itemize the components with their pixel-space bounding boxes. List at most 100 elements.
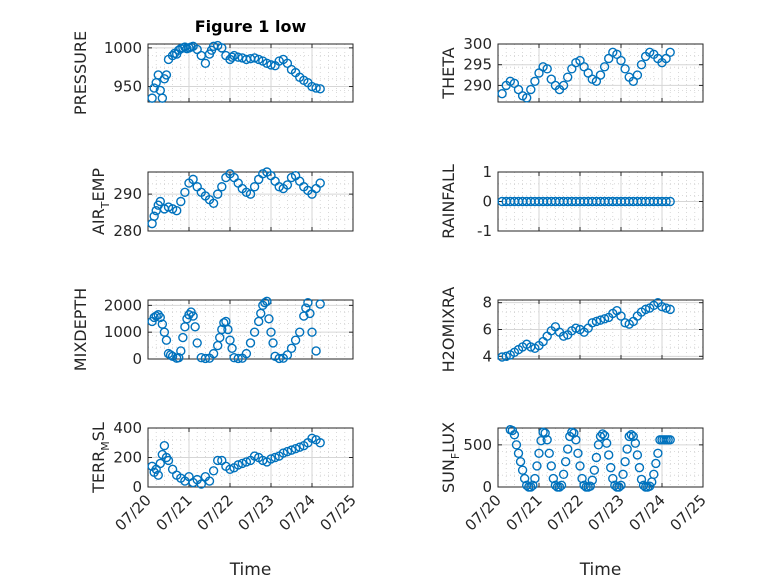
data-point <box>606 462 616 473</box>
data-point <box>587 475 597 485</box>
data-point <box>528 480 538 491</box>
data-point <box>560 457 571 467</box>
data-point <box>579 480 589 491</box>
data-point <box>599 314 610 324</box>
data-point <box>178 332 188 343</box>
data-point <box>268 338 278 348</box>
y-tick-label: 1 <box>482 163 492 181</box>
plot-area <box>148 300 353 359</box>
axes-frame <box>147 43 354 103</box>
data-point <box>589 465 600 475</box>
data-point <box>591 316 602 327</box>
data-point <box>249 182 260 192</box>
y-tick-label: 4 <box>482 347 492 365</box>
y-tick-label: 8 <box>482 294 492 312</box>
data-point <box>208 466 219 476</box>
data-point <box>638 480 649 491</box>
axes-rainfall: -1 0 1 RAINFALL <box>439 163 704 240</box>
data-point <box>595 315 606 325</box>
y-tick-label: 1000 <box>104 323 142 341</box>
data-point <box>176 196 186 207</box>
data-point <box>618 469 628 480</box>
data-point <box>249 327 260 337</box>
y-tick-label: 295 <box>463 56 492 74</box>
y-tick-label: 1000 <box>104 39 142 57</box>
data-point <box>223 324 233 335</box>
data-point <box>153 470 163 480</box>
data-point <box>540 428 550 438</box>
data-point <box>526 482 536 492</box>
data-point <box>616 55 626 66</box>
data-point <box>227 343 237 353</box>
data-point <box>661 303 671 313</box>
data-point <box>587 318 597 328</box>
x-tick-label: 07/22 <box>544 491 587 534</box>
data-point <box>597 429 608 439</box>
axes-mixdepth: 0 1000 2000 MIXDEPTH <box>71 288 354 371</box>
data-point <box>311 346 321 356</box>
data-point <box>517 465 528 475</box>
data-point <box>167 50 178 61</box>
data-point <box>249 451 260 461</box>
data-point <box>266 454 276 464</box>
data-point <box>262 58 272 69</box>
axes-theta: 290 295 300 THETA <box>439 35 704 103</box>
data-point <box>237 458 248 469</box>
data-point <box>624 431 634 442</box>
data-point <box>233 52 243 62</box>
x-tick-label: 07/24 <box>626 491 669 534</box>
data-point <box>585 481 595 491</box>
y-tick-label: 950 <box>113 78 142 96</box>
data-point <box>155 312 166 323</box>
data-point <box>530 76 540 86</box>
x-axis-label: Time <box>229 560 272 580</box>
data-point <box>616 311 626 321</box>
y-axis-label: SUNFLUX <box>439 422 462 493</box>
y-tick-label: 0 <box>482 478 492 496</box>
data-point <box>534 448 544 458</box>
y-tick-label: 0 <box>482 193 492 211</box>
data-point <box>159 441 170 451</box>
y-tick-label: 290 <box>463 76 492 94</box>
axes-frame <box>497 427 704 488</box>
data-point <box>171 206 182 216</box>
data-point <box>200 58 211 69</box>
data-point <box>245 189 256 199</box>
data-point <box>180 187 190 197</box>
data-point <box>665 435 675 445</box>
y-tick-label: 500 <box>463 436 492 454</box>
data-point <box>307 81 317 92</box>
data-point <box>657 302 667 312</box>
data-point <box>176 346 186 356</box>
data-point <box>192 338 202 348</box>
data-point <box>558 331 569 341</box>
data-point <box>282 180 293 190</box>
axes-pressure: 950 1000 PRESSURE Figure 1 low <box>71 17 354 115</box>
data-point <box>188 311 198 321</box>
x-tick-label: 07/25 <box>667 491 710 534</box>
data-point <box>632 450 643 460</box>
data-point <box>640 304 651 315</box>
data-point <box>217 182 227 192</box>
data-point <box>163 455 174 466</box>
data-point <box>184 310 194 320</box>
data-point <box>511 440 522 450</box>
data-point <box>303 297 313 308</box>
data-point <box>266 327 276 337</box>
y-tick-label: 290 <box>113 185 142 203</box>
data-point <box>157 93 168 103</box>
data-point <box>548 473 559 484</box>
data-point <box>266 60 276 70</box>
data-point <box>315 299 325 309</box>
data-point <box>515 457 526 467</box>
data-point <box>544 448 554 458</box>
data-point <box>556 480 567 491</box>
data-point <box>219 318 229 328</box>
y-axis-label: PRESSURE <box>71 31 90 115</box>
data-point <box>573 448 583 458</box>
data-point <box>636 474 647 485</box>
y-axis-label: MIXDEPTH <box>71 288 90 371</box>
x-tick-label: 07/20 <box>112 491 155 534</box>
